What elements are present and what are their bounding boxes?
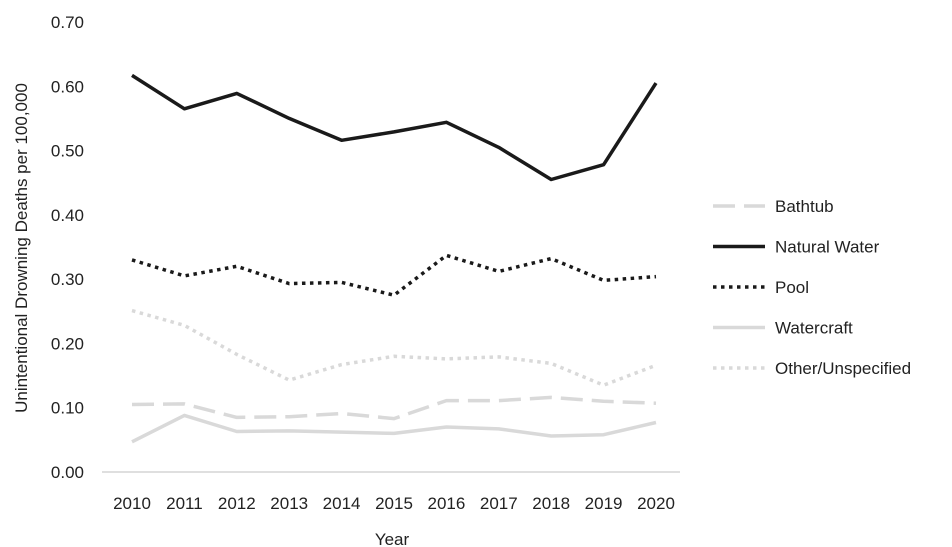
legend-label-watercraft: Watercraft: [775, 319, 853, 338]
y-tick-label: 0.40: [51, 206, 84, 225]
series-line-other-unspecified: [131, 308, 657, 387]
x-tick-label: 2012: [218, 494, 256, 513]
x-tick-label: 2011: [166, 494, 203, 513]
y-tick-label: 0.50: [51, 142, 84, 161]
legend-label-bathtub: Bathtub: [775, 197, 834, 216]
x-tick-label: 2016: [427, 494, 465, 513]
x-tick-label: 2019: [585, 494, 623, 513]
x-tick-label: 2018: [532, 494, 570, 513]
x-axis-ticks: 2010 2011 2012 2013 2014 2015 2016 2017 2018 2019…: [113, 494, 675, 513]
x-tick-label: 2015: [375, 494, 413, 513]
y-tick-label: 0.20: [51, 334, 84, 353]
x-tick-label: 2013: [270, 494, 308, 513]
y-tick-label: 0.10: [51, 399, 84, 418]
legend: Bathtub Natural Water Pool Watercraft Other/…: [713, 197, 911, 378]
x-tick-label: 2017: [480, 494, 518, 513]
y-tick-label: 0.00: [51, 463, 84, 482]
series-layer: [131, 73, 658, 444]
x-tick-label: 2014: [323, 494, 361, 513]
y-axis-ticks: 0.00 0.10 0.20 0.30 0.40 0.50 0.60 0.70: [51, 13, 84, 482]
x-tick-label: 2020: [637, 494, 675, 513]
y-axis-label: Unintentional Drowning Deaths per 100,00…: [12, 83, 31, 413]
y-tick-label: 0.30: [51, 270, 84, 289]
series-line-natural-water: [131, 73, 658, 182]
series-line-watercraft: [131, 413, 657, 444]
legend-label-other-unspecified: Other/Unspecified: [775, 359, 911, 378]
y-tick-label: 0.70: [51, 13, 84, 32]
series-line-bathtub: [131, 395, 657, 421]
legend-label-natural-water: Natural Water: [775, 238, 880, 257]
legend-label-pool: Pool: [775, 278, 809, 297]
series-line-pool: [131, 253, 657, 297]
y-tick-label: 0.60: [51, 77, 84, 96]
x-axis-label: Year: [375, 530, 410, 547]
x-tick-label: 2010: [113, 494, 151, 513]
